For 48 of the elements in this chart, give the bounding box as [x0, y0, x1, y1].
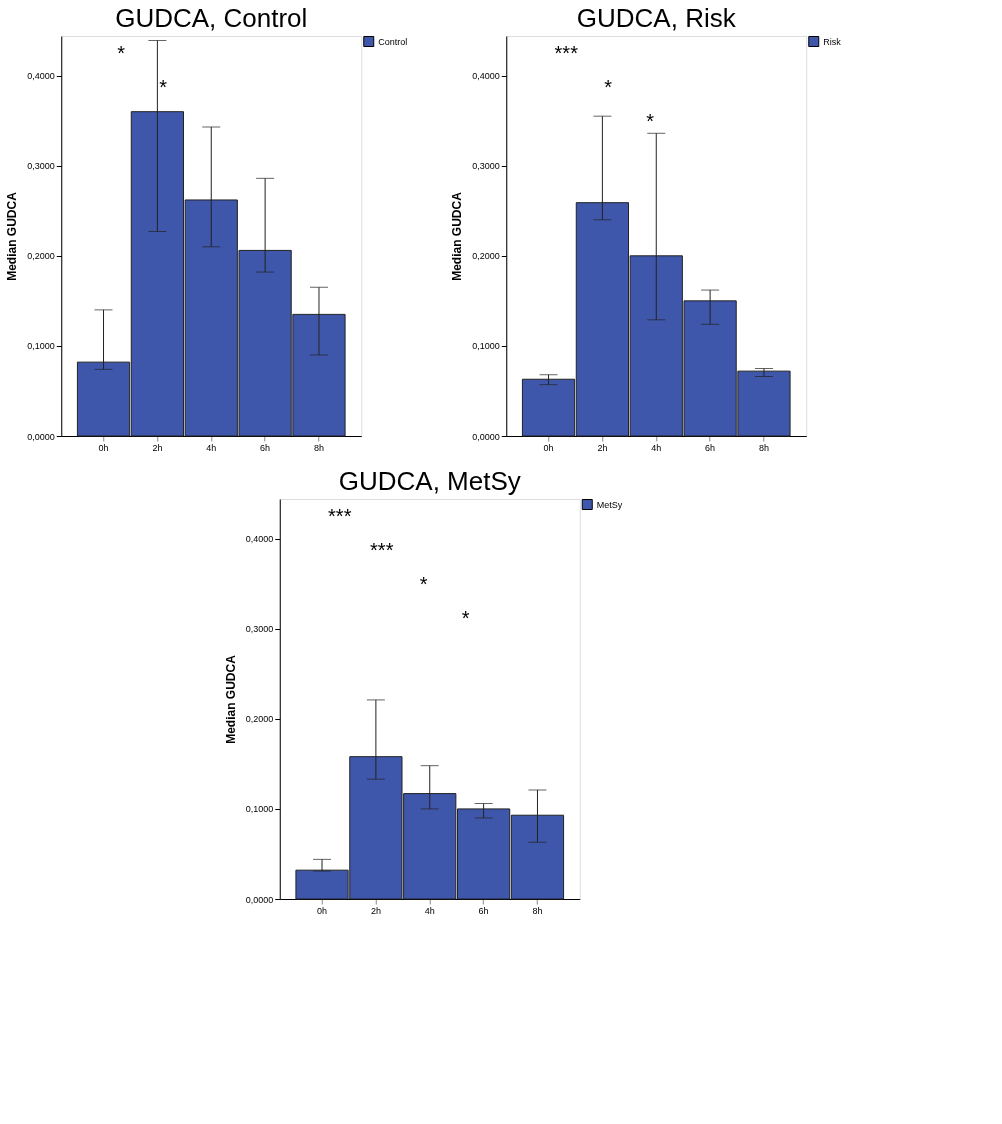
annotation: *: [419, 573, 428, 595]
x-tick-label: 0h: [98, 442, 109, 453]
x-tick-label: 2h: [597, 442, 608, 453]
annotation: ***: [328, 505, 352, 527]
annotation: ***: [370, 539, 394, 561]
x-tick-label: 6h: [260, 442, 271, 453]
annotation: *: [159, 76, 168, 98]
x-tick-label: 8h: [532, 905, 543, 916]
x-tick-label: 4h: [206, 442, 217, 453]
annotation: ***: [554, 42, 579, 64]
legend-label: Control: [378, 36, 408, 47]
y-tick-label: 0,2000: [27, 251, 55, 262]
x-tick-label: 6h: [705, 442, 716, 453]
chart-title: GUDCA, Control: [115, 3, 308, 33]
legend-label: Risk: [823, 36, 842, 47]
y-tick-label: 0,4000: [245, 534, 274, 545]
y-tick-label: 0,4000: [472, 71, 500, 82]
y-tick-label: 0,2000: [245, 714, 274, 725]
chart-title: GUDCA, Risk: [576, 3, 737, 33]
chart-title: GUDCA, MetSy: [338, 466, 521, 496]
x-tick-label: 0h: [543, 442, 554, 453]
y-tick-label: 0,3000: [472, 161, 500, 172]
annotation: *: [117, 42, 126, 64]
x-tick-label: 4h: [651, 442, 662, 453]
annotation: *: [604, 76, 613, 98]
y-tick-label: 0,1000: [472, 341, 500, 352]
x-tick-label: 4h: [424, 905, 435, 916]
x-tick-label: 0h: [317, 905, 328, 916]
y-tick-label: 0,3000: [27, 161, 55, 172]
annotation: *: [461, 607, 470, 629]
y-tick-label: 0,4000: [27, 71, 55, 82]
x-tick-label: 2h: [152, 442, 163, 453]
y-axis-title: Median GUDCA: [223, 654, 238, 744]
annotation: *: [646, 110, 655, 132]
y-tick-label: 0,0000: [27, 431, 55, 442]
y-tick-label: 0,0000: [472, 431, 500, 442]
y-tick-label: 0,1000: [245, 804, 274, 815]
y-axis-title: Median GUDCA: [450, 191, 465, 281]
y-tick-label: 0,2000: [472, 251, 500, 262]
y-tick-label: 0,1000: [27, 341, 55, 352]
x-tick-label: 6h: [478, 905, 489, 916]
legend-label: MetSy: [596, 499, 623, 510]
x-tick-label: 2h: [370, 905, 381, 916]
x-tick-label: 8h: [313, 442, 324, 453]
y-axis-title: Median GUDCA: [5, 191, 20, 281]
y-tick-label: 0,3000: [245, 624, 274, 635]
x-tick-label: 8h: [758, 442, 769, 453]
y-tick-label: 0,0000: [245, 894, 274, 905]
